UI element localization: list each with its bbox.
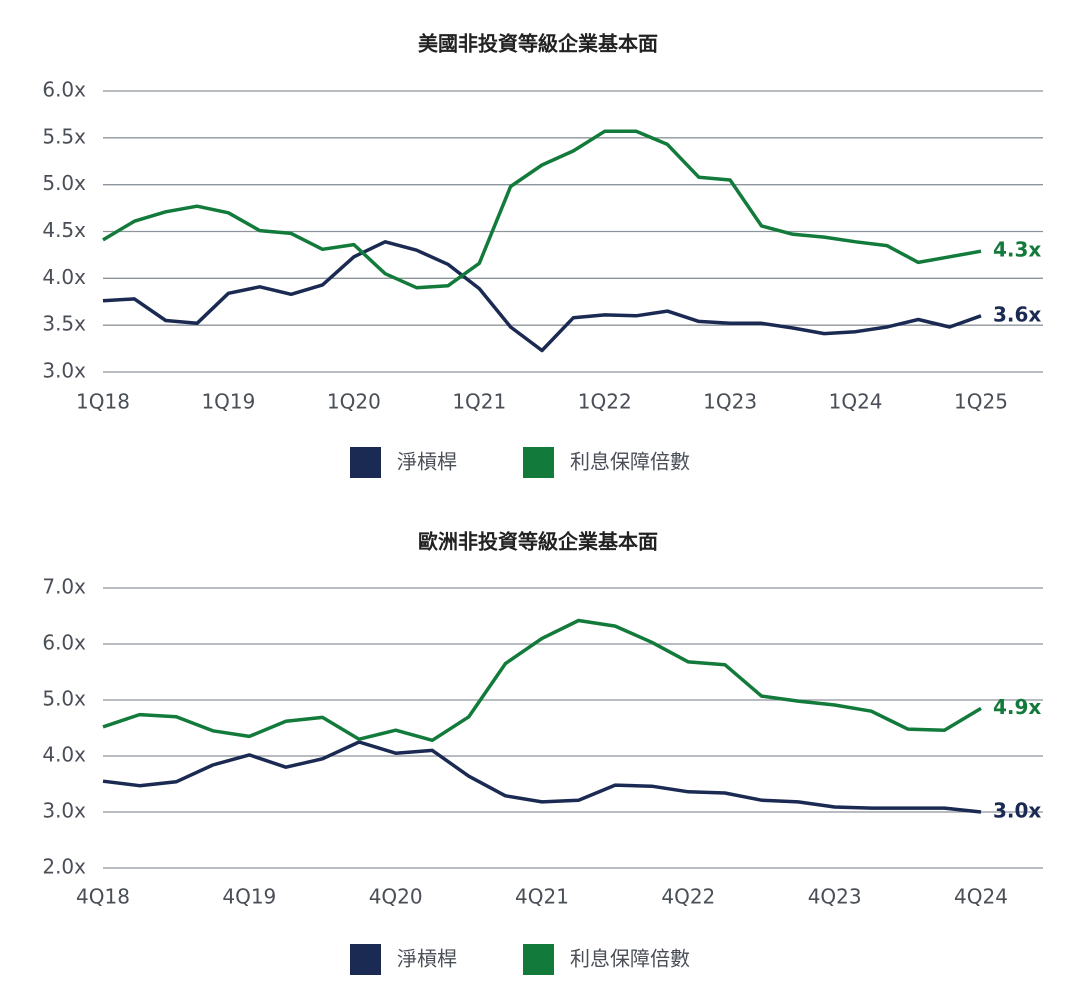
- x-tick-label: 1Q19: [201, 390, 255, 414]
- y-tick-label: 4.0x: [42, 743, 86, 767]
- legend-label: 淨槓桿: [397, 947, 457, 971]
- x-tick-label: 4Q23: [808, 885, 862, 909]
- chart-title: 歐洲非投資等級企業基本面: [418, 530, 658, 554]
- y-tick-label: 3.0x: [42, 799, 86, 823]
- x-tick-label: 4Q20: [369, 885, 423, 909]
- y-tick-label: 5.5x: [42, 124, 86, 148]
- series-line: [102, 240, 982, 353]
- legend-label: 淨槓桿: [397, 450, 457, 474]
- y-tick-label: 4.5x: [42, 218, 86, 242]
- x-tick-label: 1Q25: [954, 390, 1008, 414]
- series-line: [102, 740, 982, 814]
- y-tick-label: 6.0x: [42, 78, 86, 102]
- legend-swatch: [350, 944, 381, 975]
- legend-swatch: [350, 447, 381, 478]
- y-tick-label: 7.0x: [42, 575, 86, 599]
- y-tick-label: 5.0x: [42, 171, 86, 195]
- y-tick-label: 2.0x: [42, 855, 86, 879]
- x-tick-label: 1Q21: [452, 390, 506, 414]
- y-tick-label: 5.0x: [42, 687, 86, 711]
- x-tick-label: 1Q22: [578, 390, 632, 414]
- end-label: 4.9x: [993, 695, 1041, 719]
- x-tick-label: 1Q23: [703, 390, 757, 414]
- x-tick-label: 4Q22: [661, 885, 715, 909]
- legend-label: 利息保障倍數: [570, 947, 690, 971]
- x-tick-label: 1Q18: [76, 390, 130, 414]
- end-label: 3.0x: [993, 799, 1041, 823]
- legend-swatch: [523, 447, 554, 478]
- series-line: [102, 129, 982, 290]
- end-label: 4.3x: [993, 238, 1041, 262]
- y-tick-label: 3.5x: [42, 312, 86, 336]
- x-tick-label: 4Q21: [515, 885, 569, 909]
- legend-label: 利息保障倍數: [570, 450, 690, 474]
- x-tick-label: 4Q19: [222, 885, 276, 909]
- x-tick-label: 1Q20: [327, 390, 381, 414]
- end-label: 3.6x: [993, 302, 1041, 326]
- legend-swatch: [523, 944, 554, 975]
- chart-title: 美國非投資等級企業基本面: [418, 32, 658, 56]
- x-tick-label: 1Q24: [829, 390, 883, 414]
- series-line: [102, 618, 982, 743]
- y-tick-label: 4.0x: [42, 265, 86, 289]
- x-tick-label: 4Q24: [954, 885, 1008, 909]
- y-tick-label: 3.0x: [42, 359, 86, 383]
- x-tick-label: 4Q18: [76, 885, 130, 909]
- y-tick-label: 6.0x: [42, 631, 86, 655]
